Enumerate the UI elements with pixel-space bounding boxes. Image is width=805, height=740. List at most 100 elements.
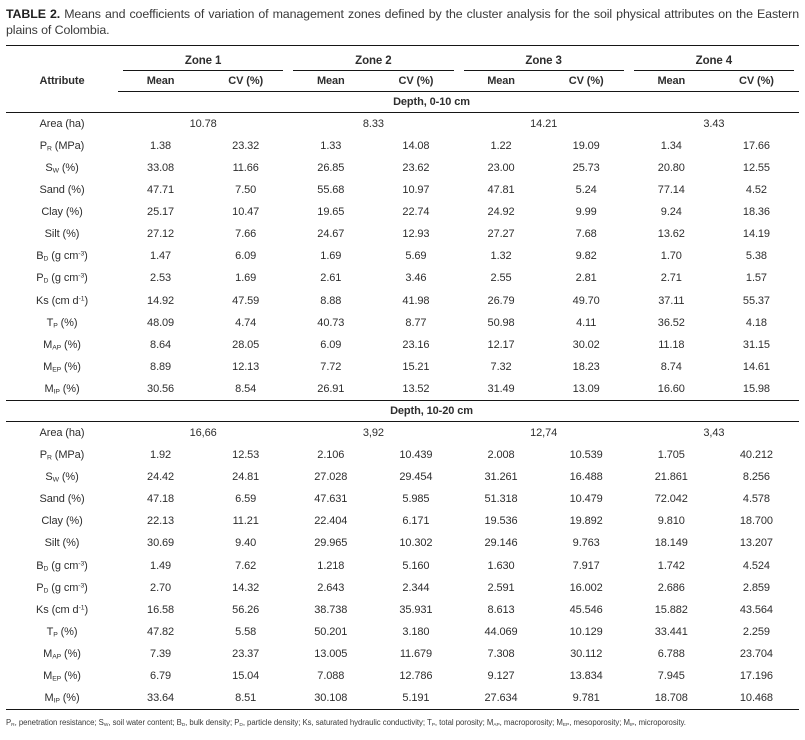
- zone-header-row: Zone 1 Zone 2 Zone 3 Zone 4: [6, 45, 799, 71]
- table-cell: 30.108: [314, 692, 348, 705]
- table-cell: 1.92: [150, 449, 172, 462]
- table-cell: 24.67: [317, 228, 345, 241]
- table-cell: 24.42: [147, 471, 175, 484]
- table-cell: 8.88: [320, 294, 342, 307]
- table-cell: 31.261: [484, 471, 518, 484]
- data-table: Zone 1 Zone 2 Zone 3 Zone 4 Attribute Mean CV …: [6, 44, 799, 711]
- table-cell: 1.742: [657, 559, 685, 572]
- table-cell: 26.85: [317, 161, 345, 174]
- table-cell: 8.64: [150, 338, 172, 351]
- table-cell: 9.763: [572, 537, 600, 550]
- table-cell: 2.106: [317, 449, 345, 462]
- table-cell: 15.21: [402, 360, 430, 373]
- table-cell: 40.73: [317, 316, 345, 329]
- table-cell: 2.71: [660, 272, 682, 285]
- table-cell: 2.008: [487, 449, 515, 462]
- table-cell: 40.212: [739, 449, 773, 462]
- table-cell: 7.72: [320, 360, 342, 373]
- table-cell: 2.55: [490, 272, 512, 285]
- table-cell: 23.37: [232, 647, 260, 660]
- table-cell: 1.47: [150, 250, 172, 263]
- table-cell: 24.92: [487, 206, 515, 219]
- row-label: Ks (cm d-1): [35, 294, 89, 307]
- table-cell: 18.36: [742, 206, 770, 219]
- table-cell: 14.32: [232, 581, 260, 594]
- table-cell: 12.55: [742, 161, 770, 174]
- table-cell: 1.49: [150, 559, 172, 572]
- table-cell: 13.09: [572, 382, 600, 395]
- table-cell: 5.38: [745, 250, 767, 263]
- table-cell: 15.04: [232, 670, 260, 683]
- table-cell: 18.700: [739, 515, 773, 528]
- area-value: 3.43: [703, 117, 725, 130]
- table-cell: 6.171: [402, 515, 430, 528]
- zone-header-label: Zone 1: [123, 51, 284, 71]
- table-cell: 9.127: [487, 670, 515, 683]
- table-cell: 10.47: [232, 206, 260, 219]
- table-cell: 5.160: [402, 559, 430, 572]
- table-row: TP (%) 48.09 4.74 40.73 8.77 50.98 4.11 36.52 4.…: [6, 312, 799, 334]
- cv-header-zone-4: CV (%): [713, 70, 799, 92]
- table-cell: 1.630: [487, 559, 515, 572]
- table-row: Ks (cm d-1) 14.92 47.59 8.88 41.98 26.79 49.70…: [6, 290, 799, 312]
- table-cell: 27.27: [487, 228, 515, 241]
- table-cell: 17.66: [742, 139, 770, 152]
- table-cell: 13.207: [739, 537, 773, 550]
- table-cell: 10.479: [569, 493, 603, 506]
- table-cell: 47.59: [232, 294, 260, 307]
- table-cell: 4.578: [742, 493, 770, 506]
- zone-header-label: Zone 2: [293, 51, 454, 71]
- table-cell: 24.81: [232, 471, 260, 484]
- table-cell: 22.404: [314, 515, 348, 528]
- table-cell: 50.201: [314, 625, 348, 638]
- table-row: SW (%) 24.42 24.81 27.028 29.454 31.261 16.488…: [6, 466, 799, 488]
- table-cell: 15.882: [654, 603, 688, 616]
- table-cell: 23.16: [402, 338, 430, 351]
- area-value: 8.33: [362, 117, 384, 130]
- table-cell: 13.834: [569, 670, 603, 683]
- cv-header-zone-1: CV (%): [203, 70, 289, 92]
- table-cell: 33.64: [147, 692, 175, 705]
- cv-header-zone-2: CV (%): [373, 70, 459, 92]
- table-cell: 12.786: [399, 670, 433, 683]
- table-row: MAP (%) 8.64 28.05 6.09 23.16 12.17 30.02 11.18…: [6, 334, 799, 356]
- table-cell: 44.069: [484, 625, 518, 638]
- table-cell: 1.34: [660, 139, 682, 152]
- row-label: MIP (%): [44, 382, 80, 396]
- area-row: Area (ha) 16,66 3,92 12,74 3,43: [6, 421, 799, 444]
- table-cell: 55.68: [317, 184, 345, 197]
- table-cell: 3.180: [402, 625, 430, 638]
- zone-header-label: Zone 3: [463, 51, 624, 71]
- table-cell: 33.08: [147, 161, 175, 174]
- row-label: PR (MPa): [39, 449, 85, 462]
- table-cell: 50.98: [487, 316, 515, 329]
- table-cell: 30.69: [147, 537, 175, 550]
- table-cell: 77.14: [657, 184, 685, 197]
- mean-header-zone-1: Mean: [118, 70, 204, 92]
- table-cell: 41.98: [402, 294, 430, 307]
- table-cell: 11.679: [399, 647, 433, 660]
- table-cell: 20.80: [657, 161, 685, 174]
- table-cell: 14.19: [742, 228, 770, 241]
- area-value: 12,74: [530, 427, 558, 440]
- table-cell: 13.52: [402, 382, 430, 395]
- table-cell: 47.71: [147, 184, 175, 197]
- table-cell: 43.564: [739, 603, 773, 616]
- table-cell: 45.546: [569, 603, 603, 616]
- depth-header-row: Depth, 0-10 cm: [6, 91, 799, 113]
- table-row: PR (MPa) 1.92 12.53 2.106 10.439 2.008 10.539 1…: [6, 444, 799, 466]
- area-value: 10.78: [189, 117, 217, 130]
- table-caption-text: Means and coefficients of variation of m…: [6, 7, 799, 38]
- table-cell: 55.37: [742, 294, 770, 307]
- table-cell: 10.439: [399, 449, 433, 462]
- table-cell: 19.09: [572, 139, 600, 152]
- table-cell: 2.344: [402, 581, 430, 594]
- zone-header-4: Zone 4: [629, 45, 799, 71]
- mean-header-zone-2: Mean: [288, 70, 374, 92]
- table-cell: 7.39: [150, 647, 172, 660]
- row-label: SW (%): [45, 471, 79, 484]
- table-row: BD (g cm-3) 1.47 6.09 1.69 5.69 1.32 9.82 1.70 5…: [6, 245, 799, 267]
- table-cell: 16.488: [569, 471, 603, 484]
- row-label: MEP (%): [43, 670, 81, 683]
- table-cell: 27.634: [484, 692, 518, 705]
